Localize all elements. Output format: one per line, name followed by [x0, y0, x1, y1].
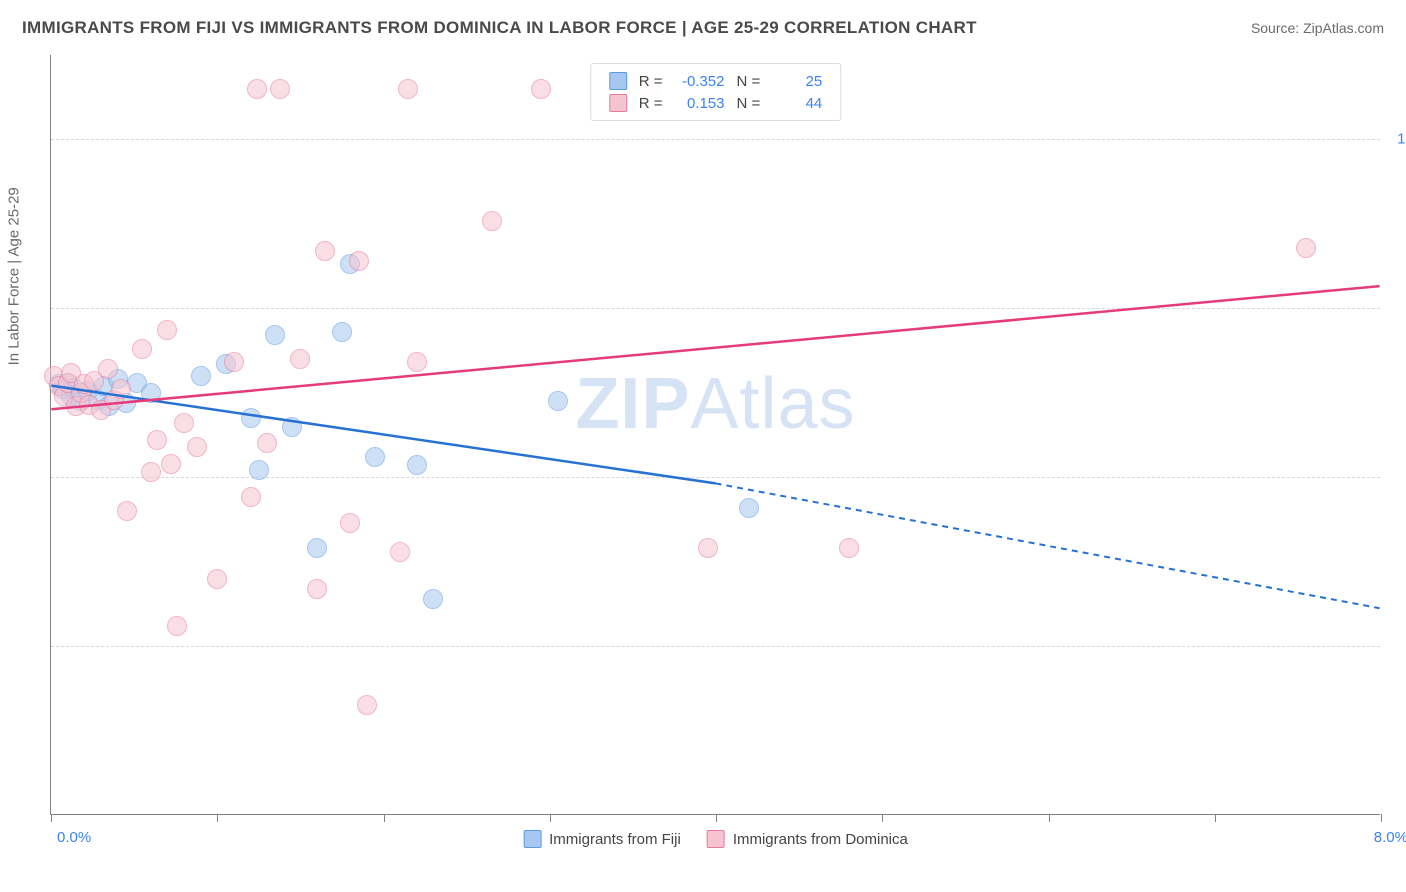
trend-fiji-extrapolated — [716, 483, 1380, 608]
legend-label-dominica: Immigrants from Dominica — [733, 831, 908, 848]
legend-swatch-fiji — [523, 830, 541, 848]
series-legend: Immigrants from Fiji Immigrants from Dom… — [523, 830, 908, 848]
ytick-label: 80.0% — [1388, 469, 1406, 486]
xtick — [1049, 814, 1050, 822]
trend-dominica — [51, 286, 1379, 409]
y-axis-label: In Labor Force | Age 25-29 — [6, 187, 23, 365]
legend-R-key: R = — [639, 95, 663, 112]
correlation-legend: R = -0.352 N = 25 R = 0.153 N = 44 — [590, 63, 842, 121]
ytick-label: 70.0% — [1388, 638, 1406, 655]
xtick — [882, 814, 883, 822]
legend-R-fiji: -0.352 — [673, 73, 725, 90]
xtick — [51, 814, 52, 822]
legend-N-key: N = — [737, 95, 761, 112]
legend-item-dominica: Immigrants from Dominica — [707, 830, 908, 848]
legend-R-dominica: 0.153 — [673, 95, 725, 112]
legend-N-fiji: 25 — [770, 73, 822, 90]
legend-N-key: N = — [737, 73, 761, 90]
xtick — [1381, 814, 1382, 822]
legend-item-fiji: Immigrants from Fiji — [523, 830, 681, 848]
xtick-label: 8.0% — [1374, 829, 1406, 846]
trend-lines — [51, 55, 1380, 814]
xtick — [1215, 814, 1216, 822]
legend-label-fiji: Immigrants from Fiji — [549, 831, 681, 848]
legend-swatch-fiji — [609, 72, 627, 90]
xtick — [217, 814, 218, 822]
legend-swatch-dominica — [707, 830, 725, 848]
xtick — [550, 814, 551, 822]
source-label: Source: ZipAtlas.com — [1251, 20, 1384, 36]
legend-row-fiji: R = -0.352 N = 25 — [609, 70, 823, 92]
legend-R-key: R = — [639, 73, 663, 90]
title-row: IMMIGRANTS FROM FIJI VS IMMIGRANTS FROM … — [0, 0, 1406, 46]
ytick-label: 100.0% — [1388, 131, 1406, 148]
xtick — [716, 814, 717, 822]
xtick — [384, 814, 385, 822]
chart-container: IMMIGRANTS FROM FIJI VS IMMIGRANTS FROM … — [0, 0, 1406, 892]
xtick-label: 0.0% — [57, 829, 91, 846]
plot-area: ZIPAtlas R = -0.352 N = 25 R = 0.153 N =… — [50, 55, 1380, 815]
ytick-label: 90.0% — [1388, 300, 1406, 317]
legend-swatch-dominica — [609, 94, 627, 112]
legend-row-dominica: R = 0.153 N = 44 — [609, 92, 823, 114]
chart-title: IMMIGRANTS FROM FIJI VS IMMIGRANTS FROM … — [22, 18, 977, 38]
legend-N-dominica: 44 — [770, 95, 822, 112]
